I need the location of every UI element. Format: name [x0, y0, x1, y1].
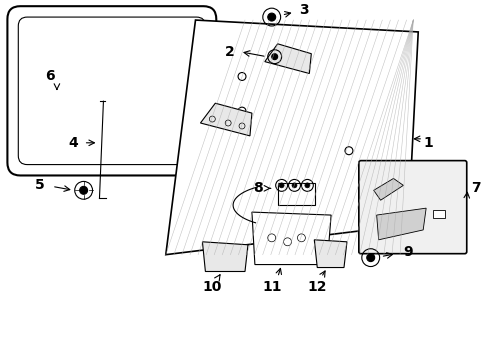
Circle shape — [291, 183, 296, 188]
Circle shape — [267, 13, 275, 21]
Polygon shape — [251, 212, 330, 265]
Polygon shape — [314, 240, 346, 267]
Circle shape — [271, 54, 277, 60]
Polygon shape — [165, 20, 417, 255]
Text: 1: 1 — [423, 136, 432, 150]
FancyBboxPatch shape — [358, 161, 466, 254]
Text: 12: 12 — [307, 280, 326, 294]
Bar — [277, 183, 315, 205]
Text: 11: 11 — [262, 280, 281, 294]
Text: 5: 5 — [35, 178, 45, 192]
Polygon shape — [202, 242, 247, 271]
Circle shape — [279, 183, 284, 188]
Text: 8: 8 — [252, 181, 262, 195]
Text: 10: 10 — [202, 280, 222, 294]
Circle shape — [80, 186, 87, 194]
Polygon shape — [264, 44, 311, 73]
Text: 2: 2 — [225, 45, 235, 59]
Text: 3: 3 — [299, 3, 308, 17]
Text: 9: 9 — [403, 245, 412, 259]
Polygon shape — [376, 208, 425, 240]
Polygon shape — [373, 179, 403, 200]
Circle shape — [366, 254, 374, 262]
Bar — [432, 210, 444, 218]
Text: 6: 6 — [45, 69, 55, 84]
Text: 4: 4 — [69, 136, 79, 150]
Polygon shape — [200, 103, 251, 136]
Text: 7: 7 — [470, 181, 480, 195]
Circle shape — [304, 183, 309, 188]
